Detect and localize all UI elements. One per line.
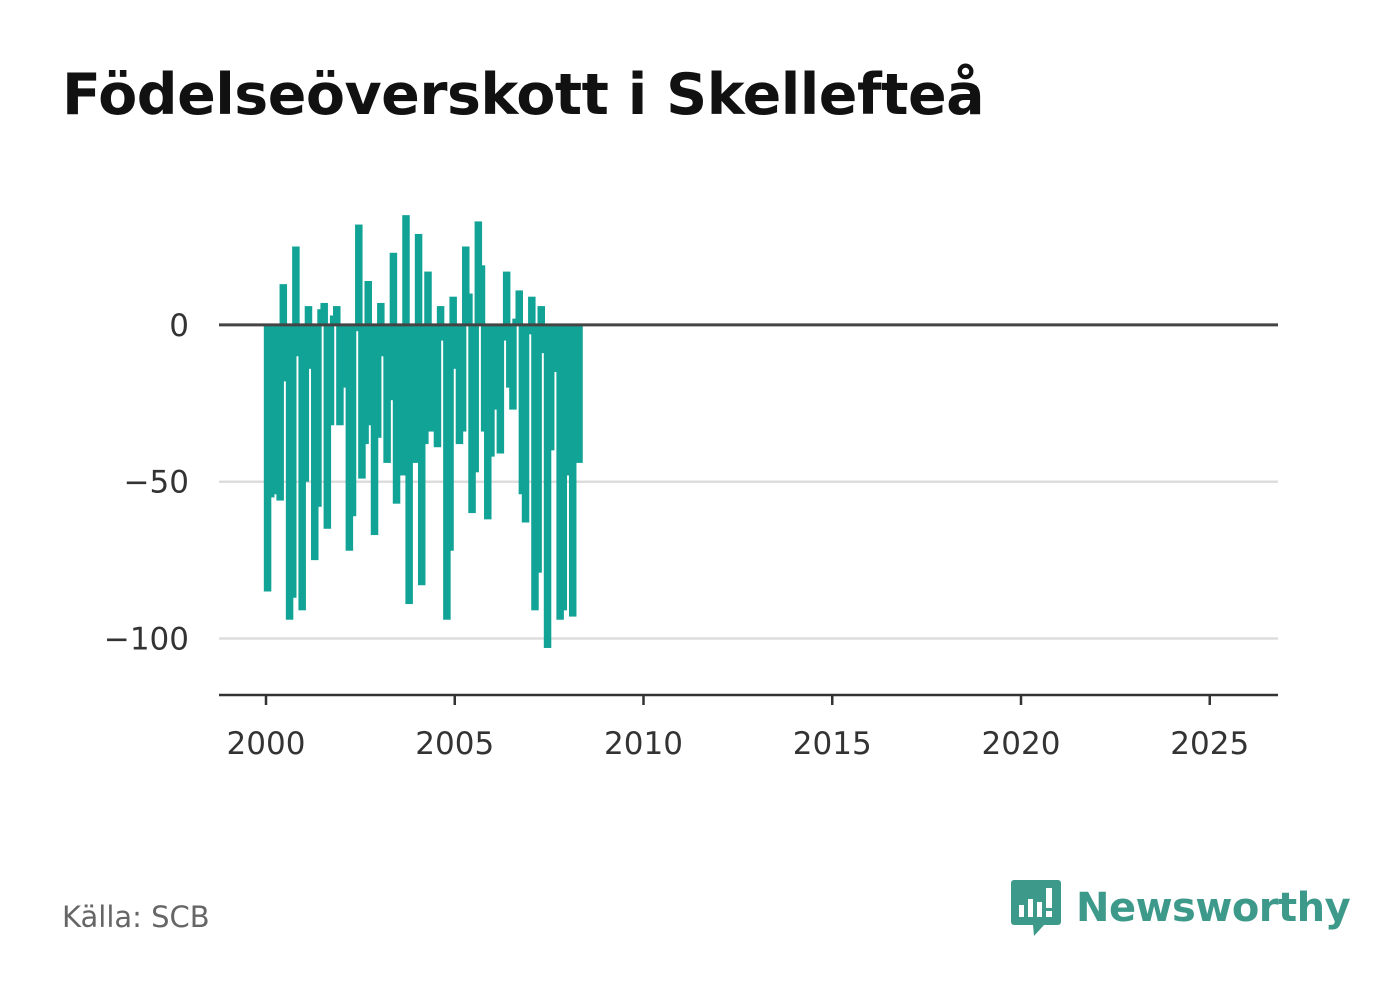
bar [326, 324, 335, 426]
newsworthy-logo-icon [1011, 880, 1061, 936]
bar [477, 265, 486, 325]
y-tick-label: −100 [104, 622, 189, 658]
bar [575, 324, 583, 463]
bar [288, 324, 297, 598]
x-tick-label: 2005 [415, 726, 494, 762]
bar [304, 306, 313, 325]
bar [279, 284, 288, 325]
bar [292, 246, 300, 325]
bar [323, 324, 332, 529]
bar [502, 271, 511, 325]
bar [499, 324, 508, 341]
brand-name: Newsworthy [1076, 885, 1351, 931]
bar [462, 246, 470, 325]
x-tick-label: 2015 [793, 726, 872, 762]
bar [449, 296, 457, 325]
bar [314, 324, 322, 507]
bar [389, 252, 398, 325]
bar [521, 324, 530, 523]
bar [421, 324, 429, 445]
bar [266, 324, 275, 498]
bars [263, 215, 583, 648]
bar [487, 324, 495, 457]
bar [402, 215, 410, 325]
bar [392, 324, 401, 504]
bar [320, 302, 328, 325]
bar [515, 290, 523, 325]
bar [411, 324, 420, 463]
bar [417, 324, 426, 586]
bar [386, 324, 395, 401]
bar [465, 293, 473, 325]
bar [436, 306, 445, 325]
bar [348, 324, 357, 517]
bar [373, 324, 382, 438]
x-tick-label: 2000 [227, 726, 306, 762]
bar [458, 324, 467, 432]
bar [433, 324, 442, 448]
x-tick-label: 2025 [1170, 726, 1249, 762]
chart-title: Födelseöverskott i Skellefteå [62, 62, 985, 128]
bar [528, 296, 536, 325]
bar [534, 324, 542, 573]
bar [276, 324, 284, 501]
bar [377, 302, 385, 325]
bar [355, 224, 363, 325]
newsworthy-logo: Newsworthy [1010, 878, 1351, 938]
bar [537, 306, 546, 325]
bar [446, 324, 454, 551]
bar [351, 324, 360, 332]
bar [399, 324, 407, 476]
bar [568, 324, 577, 617]
x-tick-label: 2020 [982, 726, 1061, 762]
y-tick-label: 0 [169, 308, 189, 344]
bar [361, 324, 369, 445]
bar [364, 281, 372, 325]
x-axis: 2000 2005 2010 2015 2020 2025 [219, 693, 1278, 762]
bar [524, 324, 533, 335]
source-note: Källa: SCB [62, 900, 210, 934]
x-tick-label: 2010 [604, 726, 683, 762]
bar [405, 324, 413, 605]
y-tick-label: −50 [124, 465, 189, 501]
bar [424, 271, 432, 325]
bar [550, 324, 558, 372]
bar [301, 324, 310, 482]
y-axis-labels: 0 −50 −100 [104, 308, 189, 658]
bar [471, 324, 479, 473]
bar [546, 324, 555, 451]
bar [496, 324, 505, 454]
bar [414, 233, 423, 325]
bar [333, 306, 341, 325]
bar [509, 324, 517, 410]
bar [543, 324, 552, 648]
